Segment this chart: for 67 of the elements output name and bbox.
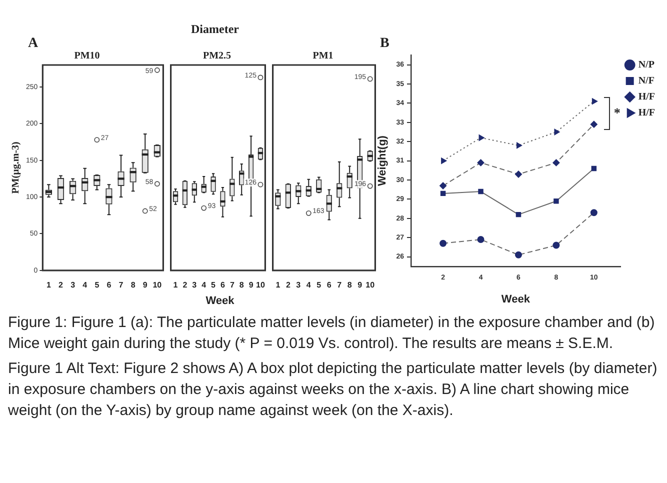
x-tick-label: 7 bbox=[337, 280, 342, 290]
x-axis-title: Week bbox=[204, 295, 236, 307]
point bbox=[440, 190, 446, 196]
x-tick-label: 3 bbox=[296, 280, 302, 290]
point bbox=[590, 120, 598, 128]
text: Diameter bbox=[190, 22, 240, 37]
y-axis-title: PM(µg.m-3) bbox=[10, 142, 22, 194]
x-tick-label: 8 bbox=[130, 280, 136, 290]
x-tick-label: 5 bbox=[316, 280, 322, 290]
point bbox=[552, 242, 560, 249]
x-tick-label: 10 bbox=[152, 280, 162, 290]
point bbox=[477, 236, 484, 244]
x-tick-label: 5 bbox=[94, 280, 100, 290]
chart-title: PM10 bbox=[74, 50, 100, 62]
point bbox=[516, 142, 522, 149]
point bbox=[441, 158, 447, 164]
text: B bbox=[380, 36, 390, 52]
point bbox=[591, 166, 597, 172]
point bbox=[516, 212, 522, 218]
annotation: * bbox=[614, 104, 620, 121]
x-tick-label: 3 bbox=[192, 280, 198, 290]
x-tick-label: 1 bbox=[46, 280, 52, 290]
x-tick-label: 9 bbox=[248, 280, 254, 290]
x-tick-label: 8 bbox=[239, 280, 244, 290]
x-tick-label: 6 bbox=[106, 280, 112, 290]
caption: Figure 1: Figure 1 (a): The particulate matter levels (in diameter) in the exposure chamber and (b) Mice weight gain during the study (* P = 0.019 Vs. control). The results are means ± S.E.M. bbox=[8, 313, 656, 354]
point bbox=[478, 134, 484, 141]
x-tick-label: 10 bbox=[256, 280, 266, 290]
point bbox=[554, 198, 559, 204]
x-tick-label: 8 bbox=[347, 280, 352, 290]
point bbox=[554, 128, 560, 136]
x-tick-label: 7 bbox=[230, 280, 235, 290]
x-tick-label: 2 bbox=[182, 280, 188, 290]
point bbox=[590, 209, 598, 216]
legend-label: H/F bbox=[638, 108, 656, 119]
chart-title: PM1 bbox=[312, 50, 334, 62]
chart-title: PM2.5 bbox=[202, 50, 232, 62]
x-tick-label: 4 bbox=[202, 280, 207, 290]
point bbox=[592, 98, 598, 104]
caption: Figure 1 Alt Text: Figure 2 shows A) A box plot depicting the particulate matter levels (by diameter) in exposure chambers on the y-axis against weeks on the x-axis. B) A line chart showing mice weight (on the Y-axis) by group name against week (on the X-axis). bbox=[8, 359, 658, 421]
x-tick-label: 9 bbox=[142, 280, 148, 290]
x-axis-title: Week bbox=[501, 293, 531, 306]
x-tick-label: 4 bbox=[306, 280, 312, 290]
text: A bbox=[28, 36, 38, 52]
point bbox=[478, 188, 484, 194]
legend-label: N/P bbox=[638, 60, 654, 71]
point bbox=[552, 159, 560, 166]
point bbox=[514, 170, 522, 178]
x-tick-label: 2 bbox=[286, 280, 291, 290]
x-tick-label: 9 bbox=[358, 280, 363, 290]
x-tick-label: 3 bbox=[70, 280, 76, 290]
legend-label: N/F bbox=[638, 76, 654, 87]
x-tick-label: 6 bbox=[220, 280, 226, 290]
y-axis-title: Weight(g) bbox=[376, 135, 389, 186]
x-tick-label: 6 bbox=[326, 280, 332, 290]
x-tick-label: 1 bbox=[276, 280, 281, 290]
point bbox=[440, 182, 447, 190]
x-tick-label: 1 bbox=[173, 280, 178, 290]
x-tick-label: 10 bbox=[366, 280, 376, 290]
point bbox=[440, 240, 447, 247]
x-tick-label: 7 bbox=[118, 280, 124, 290]
x-tick-label: 5 bbox=[211, 280, 216, 290]
x-tick-label: 2 bbox=[58, 280, 64, 290]
x-tick-label: 4 bbox=[82, 280, 88, 290]
legend-label: H/F bbox=[638, 92, 656, 103]
point bbox=[514, 251, 522, 258]
point bbox=[477, 159, 484, 166]
